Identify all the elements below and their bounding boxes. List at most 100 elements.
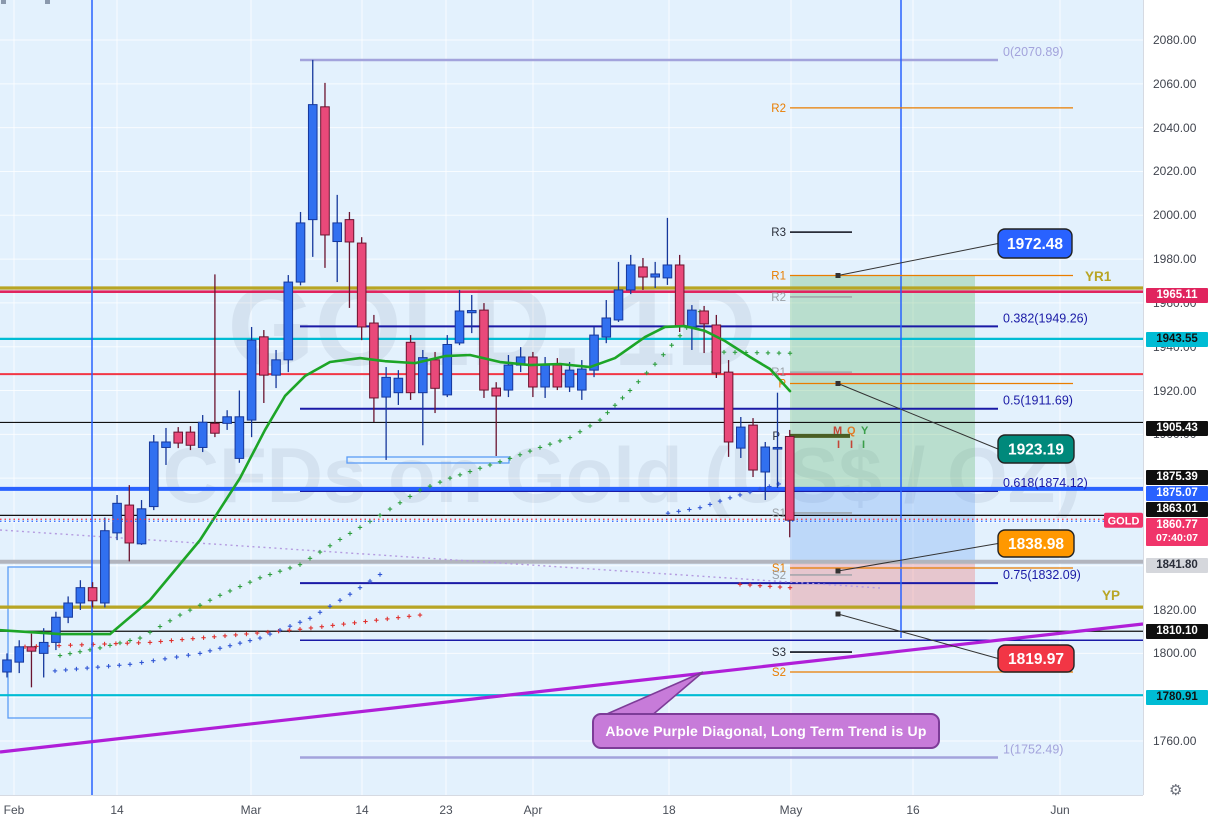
callout-connector bbox=[837, 243, 999, 276]
candle-body bbox=[552, 364, 563, 388]
candle-body bbox=[26, 646, 37, 652]
candle-body bbox=[173, 431, 184, 444]
time-axis-tick: 18 bbox=[662, 803, 676, 817]
callout-box[interactable] bbox=[997, 228, 1073, 259]
yearly-r1-label: YR1 bbox=[1085, 269, 1112, 284]
callout-box[interactable] bbox=[997, 529, 1075, 558]
time-axis-tick: May bbox=[779, 803, 803, 817]
fib-label: 0.382(1949.26) bbox=[1003, 311, 1088, 325]
price-axis-tick: 2020.00 bbox=[1153, 164, 1197, 179]
candle-body bbox=[124, 504, 135, 544]
candle-body bbox=[14, 646, 25, 663]
purple-trendline[interactable] bbox=[0, 622, 1143, 754]
ma-polyline bbox=[0, 324, 792, 636]
candle-body bbox=[528, 356, 538, 388]
candle-body bbox=[625, 264, 636, 291]
current-price-line: GOLD bbox=[0, 512, 1143, 528]
projection-zones bbox=[790, 275, 975, 610]
pivot-label-s3: S3 bbox=[772, 647, 786, 659]
pivot-timeframe-tick: I bbox=[850, 439, 853, 451]
pivot-label-s1: S1 bbox=[772, 563, 786, 575]
candle-body bbox=[259, 336, 269, 376]
time-axis-tick: Mar bbox=[240, 803, 262, 817]
candle-body bbox=[161, 441, 171, 448]
pivot-label-r2: R2 bbox=[771, 103, 786, 115]
fib-label: 0.5(1911.69) bbox=[1003, 394, 1073, 408]
callout-text: 1819.97 bbox=[1008, 651, 1064, 668]
time-axis-tick: Apr bbox=[523, 803, 543, 817]
callout-connector bbox=[837, 383, 999, 450]
candle-body bbox=[295, 222, 306, 283]
candle-body bbox=[136, 508, 147, 545]
price-axis-badge: 1780.91 bbox=[1146, 690, 1208, 705]
candle-body bbox=[344, 219, 355, 243]
price-axis-tick: 1800.00 bbox=[1153, 646, 1197, 661]
callout-anchor-dot bbox=[835, 568, 841, 574]
toolbar-artifact-1 bbox=[1, 0, 6, 4]
candle-body bbox=[100, 530, 110, 604]
purple-trendline-line[interactable] bbox=[0, 622, 1143, 754]
symbol-tag bbox=[1104, 512, 1143, 528]
price-axis-badge: 1863.01 bbox=[1146, 502, 1208, 517]
zone-blue bbox=[790, 488, 975, 562]
candle-body bbox=[405, 341, 416, 394]
price-axis-badge-time: 07:40:07 bbox=[1155, 532, 1199, 544]
pivot-label-r3: R3 bbox=[771, 227, 786, 239]
fib-retracement-lines bbox=[300, 58, 998, 759]
candle-body bbox=[723, 371, 734, 443]
candle-body bbox=[320, 106, 330, 236]
time-axis[interactable]: Feb 14 Mar 14 23 Apr 18 May 16 Jun bbox=[0, 795, 1214, 830]
yearly-pivot-label: YP bbox=[1102, 588, 1120, 603]
price-axis-tick: 1760.00 bbox=[1153, 734, 1197, 748]
candle-body bbox=[87, 587, 98, 602]
price-axis[interactable]: 2080.00 2060.00 2040.00 2020.00 2000.00 1980.… bbox=[1143, 0, 1214, 795]
pivot-timeframe-tick: I bbox=[837, 439, 840, 451]
price-axis-badge: 1965.11 bbox=[1146, 288, 1208, 303]
candle-body bbox=[662, 264, 673, 279]
symbol-tag-text: GOLD bbox=[1108, 515, 1140, 527]
price-axis-tick: 2000.00 bbox=[1153, 208, 1197, 223]
candle-body bbox=[711, 324, 722, 374]
callout-box[interactable] bbox=[997, 644, 1075, 673]
chart-plot-area[interactable]: GOLD, 1D CFDs on Gold (US$ / OZ) R2 R1 P S1… bbox=[0, 0, 1143, 795]
drawn-rectangle[interactable] bbox=[346, 456, 510, 464]
price-axis-badge: 1860.77 07:40:07 bbox=[1146, 518, 1208, 546]
watermark-description: CFDs on Gold (US$ / OZ) bbox=[163, 431, 1082, 519]
horizontal-price-lines bbox=[0, 286, 1143, 697]
pivot-timeframe-letter: Y bbox=[861, 425, 869, 437]
toolbar-artifact-2 bbox=[45, 0, 50, 4]
pivot-timeframe-letter: M bbox=[833, 425, 842, 437]
callout-box[interactable] bbox=[997, 434, 1075, 464]
vertical-lines bbox=[91, 0, 902, 795]
price-axis-badge: 1875.07 bbox=[1146, 485, 1208, 501]
candle-body bbox=[601, 317, 612, 338]
price-axis-tick: 2040.00 bbox=[1153, 120, 1197, 135]
annotation-note[interactable]: Above Purple Diagonal, Long Term Trend i… bbox=[592, 713, 940, 749]
candle-body bbox=[784, 436, 795, 521]
callout-text: 1838.98 bbox=[1008, 536, 1064, 553]
gear-icon[interactable]: ⚙ bbox=[1169, 782, 1183, 799]
candle-body bbox=[197, 421, 208, 448]
candle-body bbox=[185, 431, 196, 446]
price-callouts[interactable]: 1972.48 1923.19 1838.98 1819.97 bbox=[835, 228, 1075, 673]
psar-dots bbox=[22, 309, 793, 674]
price-axis-tick: 1820.00 bbox=[1153, 602, 1197, 617]
candle-body bbox=[638, 266, 648, 278]
candle-body bbox=[271, 359, 281, 376]
candle-body bbox=[332, 222, 343, 243]
time-axis-tick: Jun bbox=[1050, 803, 1070, 817]
candle-body bbox=[234, 416, 245, 459]
candle-body bbox=[503, 364, 514, 391]
time-axis-tick: Feb bbox=[3, 803, 25, 817]
candle-body bbox=[222, 416, 232, 424]
callout-anchor-dot bbox=[835, 611, 841, 617]
candle-body bbox=[650, 273, 660, 278]
candle-body bbox=[210, 422, 220, 434]
chart-canvas[interactable]: GOLD, 1D CFDs on Gold (US$ / OZ) R2R1PS1… bbox=[0, 0, 1143, 795]
pivot-label-r2: R2 bbox=[771, 292, 786, 304]
candle-body bbox=[760, 446, 771, 473]
zone-red bbox=[790, 561, 975, 610]
axis-corner: ⚙ bbox=[1143, 782, 1214, 830]
callout-text: 1923.19 bbox=[1008, 442, 1064, 459]
